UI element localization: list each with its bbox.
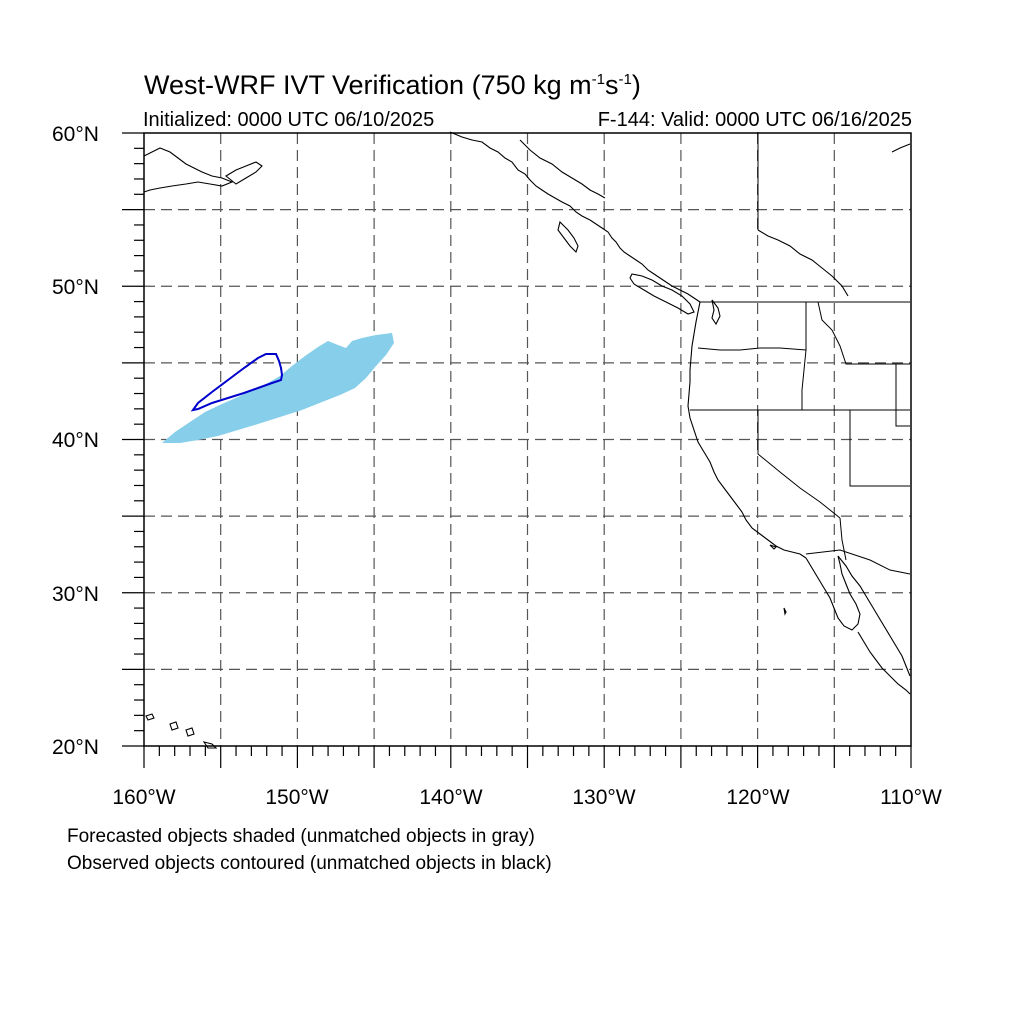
title-exp2: -1 [618,71,632,88]
wy-border [895,364,910,427]
wa-or-border [697,347,807,351]
observed-ivt-contour [190,353,284,412]
longitude-labels: 160°W 150°W 140°W 130°W 120°W 110°W [112,786,942,809]
mexico-coast-south [857,631,911,695]
lon-label-160: 160°W [112,786,175,809]
axis-ticks [122,132,912,768]
nv-ut-border [849,410,910,487]
forecast-ivt-object [162,333,394,443]
lat-label-20: 20°N [52,736,99,759]
lat-label-40: 40°N [52,429,99,452]
kodiak-island [225,161,263,185]
lat-label-50: 50°N [52,276,99,299]
lon-label-120: 120°W [726,786,789,809]
coastlines [143,131,911,749]
channel-island-2 [783,607,787,616]
haida-gwaii [557,220,579,254]
or-id-border [801,349,807,410]
hawaii-island-2 [169,721,179,731]
canada-inland-line [757,229,849,297]
lon-label-150: 150°W [265,786,328,809]
az-border [839,517,847,561]
political-boundaries [690,132,911,575]
forecast-note: Forecasted objects shaded (unmatched obj… [67,826,535,847]
alaska-panhandle-border [519,139,606,199]
title-exp1: -1 [591,71,605,88]
puget-sound [711,299,721,326]
title-s: s [604,70,619,100]
id-mt-border [817,301,910,365]
observed-note: Observed objects contoured (unmatched ob… [67,853,552,874]
lat-label-60: 60°N [52,123,99,146]
lon-label-140: 140°W [419,786,482,809]
hawaii-island-1 [145,713,155,721]
channel-island-1 [769,544,778,550]
title-close: ) [631,70,641,100]
alaska-bc-inland [891,143,911,153]
vancouver-island [629,273,695,315]
alaska-bc-coast [449,131,701,303]
lon-label-110: 110°W [880,786,942,809]
valid-time: F-144: Valid: 0000 UTC 06/16/2025 [597,109,912,131]
title-main: West-WRF IVT Verification (750 kg m [144,70,592,100]
lat-label-30: 30°N [52,583,99,606]
map-title: West-WRF IVT Verification (750 kg m-1s-1… [144,70,641,101]
lon-label-130: 130°W [572,786,635,809]
mexico-coast [837,555,911,677]
us-mexico-border [805,549,911,575]
nv-ca-border [757,410,841,519]
lat-lon-grid [144,133,911,746]
hawaii-island-3 [185,727,195,737]
latitude-labels: 60°N 50°N 40°N 30°N 20°N [52,123,99,759]
baja-california [805,555,861,631]
alaska-peninsula-coast [143,147,234,193]
initialized-time: Initialized: 0000 UTC 06/10/2025 [143,109,435,131]
us-west-coast [687,301,807,559]
